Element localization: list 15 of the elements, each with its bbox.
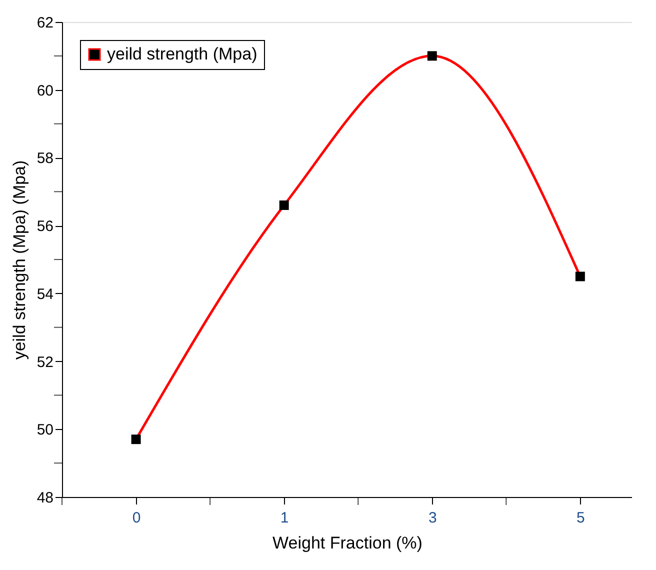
x-tick-label: 3 <box>428 510 437 526</box>
x-tick-label: 1 <box>280 510 289 526</box>
legend-label: yeild strength (Mpa) <box>107 44 258 64</box>
y-tick-label: 58 <box>36 150 54 168</box>
x-tick-label: 5 <box>576 510 585 526</box>
y-tick-label: 52 <box>36 354 54 371</box>
y-tick-label: 50 <box>36 422 54 439</box>
x-axis-title: Weight Fraction (%) <box>272 534 422 552</box>
y-tick-label: 62 <box>36 14 54 32</box>
y-axis-title: yeild strength (Mpa) (Mpa) <box>10 160 29 360</box>
x-tick-label: 0 <box>132 510 141 526</box>
y-tick-label: 54 <box>36 286 54 303</box>
y-tick-label: 60 <box>36 82 54 100</box>
y-tick-label: 56 <box>36 218 54 236</box>
y-tick-label: 48 <box>36 490 54 506</box>
